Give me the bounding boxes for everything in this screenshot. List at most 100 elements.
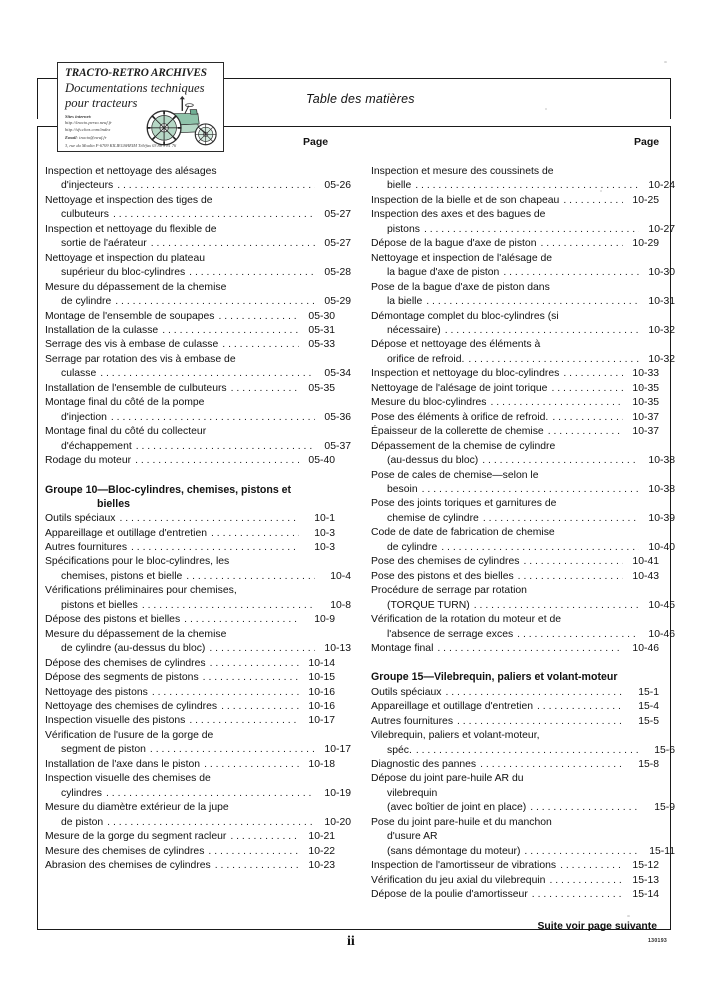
toc-entry[interactable]: Montage de l'ensemble de soupapes.......…: [45, 310, 335, 324]
toc-entry[interactable]: Pose du joint pare-huile et du manchon d'…: [371, 816, 675, 859]
toc-entry[interactable]: Inspection visuelle des pistons.........…: [45, 714, 335, 728]
toc-leader-dots: ........................................…: [230, 382, 299, 394]
toc-entry[interactable]: Montage final du côté du collecteur d'éch…: [45, 425, 351, 454]
toc-entry[interactable]: Inspection et nettoyage des alésages d'in…: [45, 165, 351, 194]
toc-entry-title: Vilebrequin, paliers et volant-moteur,: [371, 730, 540, 742]
toc-entry[interactable]: Mesure des chemises de cylindres........…: [45, 845, 335, 859]
toc-entry[interactable]: Inspection des axes et des bagues de pist…: [371, 208, 675, 237]
toc-entry[interactable]: Pose des pistons et des bielles.........…: [371, 570, 659, 584]
toc-entry[interactable]: Épaisseur de la collerette de chemise...…: [371, 425, 659, 439]
toc-entry[interactable]: Nettoyage et inspection des tiges de culb…: [45, 194, 351, 223]
toc-entry[interactable]: Spécifications pour le bloc-cylindres, l…: [45, 555, 351, 584]
toc-entry[interactable]: Installation de l'ensemble de culbuteurs…: [45, 382, 335, 396]
toc-entry[interactable]: Mesure du dépassement de la chemise de cy…: [45, 628, 351, 657]
toc-entry[interactable]: Montage final...........................…: [371, 642, 659, 656]
logo-web-url-1[interactable]: http://tracto.perso.neuf.fr: [65, 120, 112, 126]
toc-entry[interactable]: Autres fournitures......................…: [371, 715, 659, 729]
toc-entry[interactable]: Mesure de la gorge du segment racleur...…: [45, 830, 335, 844]
logo-web-url-2[interactable]: http://sfv.chez.com/index: [65, 126, 111, 132]
toc-entry[interactable]: Vérification de l'usure de la gorge de se…: [45, 729, 351, 758]
logo-email-label: Email: [65, 134, 77, 140]
toc-entry[interactable]: Pose des chemises de cylindres..........…: [371, 555, 659, 569]
toc-entry[interactable]: Dépose des pistons et bielles...........…: [45, 613, 335, 627]
toc-entry[interactable]: Code de date de fabrication de chemise de…: [371, 526, 675, 555]
toc-entry[interactable]: Dépassement de la chemise de cylindre (au…: [371, 440, 675, 469]
toc-entry[interactable]: Appareillage et outillage d'entretien...…: [371, 700, 659, 714]
toc-entry[interactable]: Abrasion des chemises de cylindres......…: [45, 859, 335, 873]
toc-leader-dots: ........................................…: [209, 657, 299, 669]
toc-entry[interactable]: Dépose de la bague d'axe de piston......…: [371, 237, 659, 251]
toc-entry[interactable]: Dépose des chemises de cylindres........…: [45, 657, 335, 671]
toc-entry-title: Outils spéciaux: [371, 686, 442, 698]
toc-entry[interactable]: Démontage complet du bloc-cylindres (si n…: [371, 310, 675, 339]
toc-entry-title: Inspection de la bielle et de son chapea…: [371, 194, 560, 206]
toc-leader-dots: ........................................…: [150, 238, 315, 250]
toc-entry[interactable]: Inspection de la bielle et de son chapea…: [371, 194, 659, 208]
toc-entry[interactable]: Diagnostic des pannes...................…: [371, 758, 659, 772]
toc-page-number: 05-28: [324, 267, 351, 279]
toc-entry[interactable]: Dépose et nettoyage des éléments à orific…: [371, 338, 675, 367]
toc-page-number: 05-31: [308, 324, 335, 336]
toc-entry[interactable]: Pose des éléments à orifice de refroid..…: [371, 411, 659, 425]
header-box: Table des matières: [37, 78, 671, 119]
logo-email-line[interactable]: Email: tracto@neuf.fr: [65, 135, 169, 141]
toc-entry[interactable]: Autres fournitures......................…: [45, 541, 335, 555]
toc-entry[interactable]: Pose des joints toriques et garnitures d…: [371, 497, 675, 526]
toc-leader-dots: ........................................…: [115, 296, 315, 308]
toc-leader-dots: ........................................…: [560, 860, 623, 872]
toc-entry-title: Dépose de la bague d'axe de piston: [371, 238, 537, 250]
toc-leader-dots: ........................................…: [135, 440, 315, 452]
toc-entry[interactable]: Outils spéciaux.........................…: [371, 686, 659, 700]
toc-entry[interactable]: Mesure du bloc-cylindres................…: [371, 396, 659, 410]
toc-entry[interactable]: Inspection et nettoyage du bloc-cylindre…: [371, 367, 659, 381]
toc-entry[interactable]: Montage final du côté de la pompe d'injec…: [45, 396, 351, 425]
toc-entry[interactable]: Procédure de serrage par rotation (TORQUE…: [371, 584, 675, 613]
toc-entry[interactable]: Serrage des vis à embase de culasse.....…: [45, 338, 335, 352]
toc-entry-title: chemise de cylindre: [387, 512, 479, 524]
toc-entry[interactable]: Vérification de la rotation du moteur et…: [371, 613, 675, 642]
toc-entry[interactable]: Nettoyage de l'alésage de joint torique.…: [371, 382, 659, 396]
toc-entry[interactable]: Mesure du dépassement de la chemise de cy…: [45, 281, 351, 310]
toc-entry[interactable]: Pose de la bague d'axe de piston dans la …: [371, 281, 675, 310]
toc-entry[interactable]: Vérification du jeu axial du vilebrequin…: [371, 874, 659, 888]
toc-entry-line: culbuteurs..............................…: [45, 208, 351, 222]
toc-entry-line: Abrasion des chemises de cylindres......…: [45, 859, 335, 873]
toc-entry[interactable]: Serrage par rotation des vis à embase de…: [45, 353, 351, 382]
toc-entry[interactable]: Installation de l'axe dans le piston....…: [45, 758, 335, 772]
toc-leader-dots: ........................................…: [531, 889, 623, 901]
toc-entry-line: Pose des chemises de cylindres..........…: [371, 555, 659, 569]
toc-entries-right-top: Inspection et mesure des coussinets de bi…: [371, 165, 675, 656]
toc-entry[interactable]: Dépose du joint pare-huile AR du vilebreq…: [371, 772, 675, 815]
toc-entry-line: Dépassement de la chemise de cylindre: [371, 440, 659, 454]
toc-page-number: 15-5: [638, 715, 659, 727]
toc-entry-line: Pose du joint pare-huile et du manchon: [371, 816, 659, 830]
toc-entry[interactable]: Inspection visuelle des chemises de cylin…: [45, 772, 351, 801]
toc-entry-line: Serrage par rotation des vis à embase de: [45, 353, 335, 367]
toc-entry[interactable]: Outils spéciaux.........................…: [45, 512, 335, 526]
toc-entry[interactable]: Nettoyage et inspection du plateau supéri…: [45, 252, 351, 281]
toc-entry-title: Montage final: [371, 642, 434, 654]
logo-web-label: Sites internet:: [65, 114, 92, 119]
toc-entry[interactable]: Inspection et mesure des coussinets de bi…: [371, 165, 675, 194]
toc-entry[interactable]: Vérifications préliminaires pour chemise…: [45, 584, 351, 613]
toc-entry[interactable]: Nettoyage et inspection de l'alésage de l…: [371, 252, 675, 281]
toc-entry[interactable]: Mesure du diamètre extérieur de la jupe d…: [45, 801, 351, 830]
toc-entry[interactable]: Dépose de la poulie d'amortisseur.......…: [371, 888, 659, 902]
toc-entry[interactable]: Nettoyage des pistons...................…: [45, 686, 335, 700]
toc-entry-line: Mesure de la gorge du segment racleur...…: [45, 830, 335, 844]
toc-entry[interactable]: Vilebrequin, paliers et volant-moteur, sp…: [371, 729, 675, 758]
toc-entry[interactable]: Appareillage et outillage d'entretien...…: [45, 527, 335, 541]
toc-entry[interactable]: Dépose des segments de pistons..........…: [45, 671, 335, 685]
toc-entry[interactable]: Installation de la culasse..............…: [45, 324, 335, 338]
toc-entry[interactable]: Pose de cales de chemise—selon le besoin.…: [371, 469, 675, 498]
toc-entry[interactable]: Inspection et nettoyage du flexible de so…: [45, 223, 351, 252]
toc-entry[interactable]: Inspection de l'amortisseur de vibration…: [371, 859, 659, 873]
toc-entry-line: orifice de refroid......................…: [371, 353, 675, 367]
toc-entry[interactable]: Rodage du moteur........................…: [45, 454, 335, 468]
toc-entry-line: de cylindre.............................…: [371, 541, 675, 555]
toc-entry-title: Inspection visuelle des pistons: [45, 715, 186, 727]
toc-entry[interactable]: Nettoyage des chemises de cylindres.....…: [45, 700, 335, 714]
toc-entry-title: de piston: [61, 816, 104, 828]
toc-entry-title: Dépose du joint pare-huile AR du: [371, 773, 524, 785]
toc-entry-title: Autres fournitures: [371, 715, 454, 727]
